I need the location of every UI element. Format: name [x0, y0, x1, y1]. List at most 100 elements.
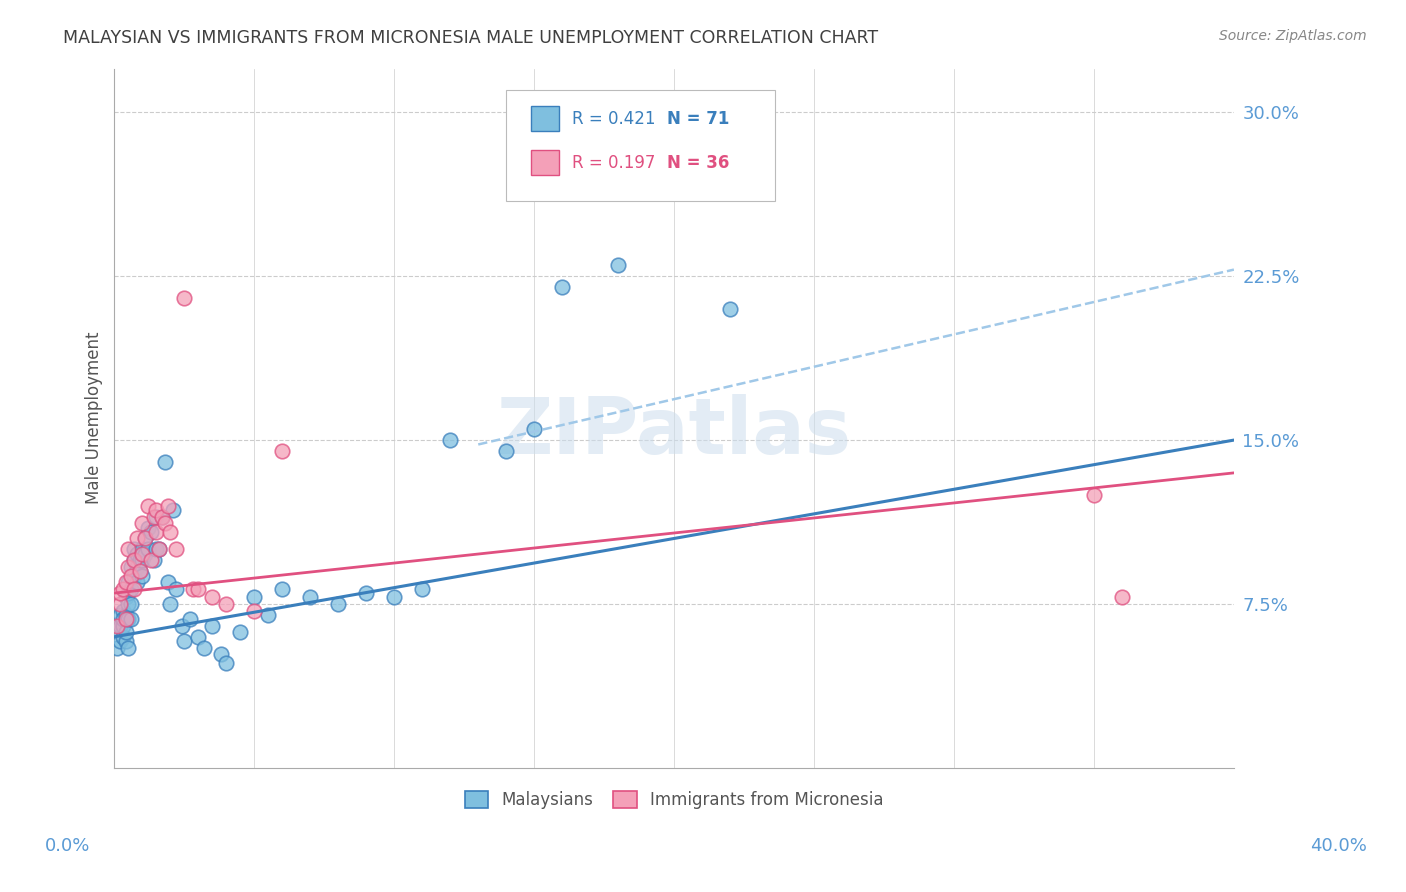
Text: N = 36: N = 36	[668, 153, 730, 171]
Text: ZIPatlas: ZIPatlas	[496, 394, 852, 470]
Point	[148, 542, 170, 557]
Point	[142, 553, 165, 567]
Point	[111, 619, 134, 633]
Point	[122, 553, 145, 567]
Point	[551, 280, 574, 294]
Point	[131, 542, 153, 557]
Point	[111, 612, 134, 626]
Point	[108, 607, 131, 622]
Point	[439, 433, 461, 447]
Point	[131, 547, 153, 561]
Point	[145, 524, 167, 539]
Point	[243, 591, 266, 605]
Point	[131, 516, 153, 530]
Point	[134, 532, 156, 546]
Point	[117, 597, 139, 611]
Point	[120, 559, 142, 574]
Point	[271, 444, 294, 458]
Point	[215, 656, 238, 670]
Point	[111, 604, 134, 618]
Text: Source: ZipAtlas.com: Source: ZipAtlas.com	[1219, 29, 1367, 43]
Point	[114, 625, 136, 640]
Point	[382, 591, 405, 605]
Legend: Malaysians, Immigrants from Micronesia: Malaysians, Immigrants from Micronesia	[458, 784, 890, 815]
Point	[105, 619, 128, 633]
Point	[150, 509, 173, 524]
Point	[148, 542, 170, 557]
Point	[136, 542, 159, 557]
Point	[356, 586, 378, 600]
Point	[718, 301, 741, 316]
Point	[114, 575, 136, 590]
Point	[125, 575, 148, 590]
Point	[125, 532, 148, 546]
Text: 40.0%: 40.0%	[1310, 837, 1367, 855]
Point	[120, 612, 142, 626]
Point	[162, 503, 184, 517]
Point	[257, 607, 280, 622]
FancyBboxPatch shape	[531, 106, 558, 131]
Point	[114, 591, 136, 605]
Point	[108, 597, 131, 611]
Point	[142, 509, 165, 524]
Point	[159, 597, 181, 611]
Point	[128, 564, 150, 578]
Point	[156, 575, 179, 590]
Point	[120, 582, 142, 596]
Point	[607, 258, 630, 272]
Point	[134, 547, 156, 561]
Point	[243, 604, 266, 618]
Point	[187, 582, 209, 596]
Point	[215, 597, 238, 611]
Point	[173, 291, 195, 305]
Point	[134, 532, 156, 546]
Point	[150, 509, 173, 524]
Point	[153, 455, 176, 469]
Point	[108, 619, 131, 633]
Point	[139, 553, 162, 567]
Y-axis label: Male Unemployment: Male Unemployment	[86, 332, 103, 505]
Point	[117, 612, 139, 626]
Point	[156, 499, 179, 513]
FancyBboxPatch shape	[506, 89, 775, 202]
Point	[170, 619, 193, 633]
Point	[139, 524, 162, 539]
Point	[328, 597, 350, 611]
Point	[111, 630, 134, 644]
Point	[120, 568, 142, 582]
Text: R = 0.197: R = 0.197	[572, 153, 655, 171]
Point	[131, 568, 153, 582]
Point	[271, 582, 294, 596]
Point	[209, 648, 232, 662]
Point	[299, 591, 322, 605]
Point	[201, 591, 224, 605]
Point	[145, 503, 167, 517]
Point	[229, 625, 252, 640]
Point	[1111, 591, 1133, 605]
Point	[201, 619, 224, 633]
Text: N = 71: N = 71	[668, 110, 730, 128]
Point	[117, 542, 139, 557]
Point	[122, 542, 145, 557]
Point	[114, 634, 136, 648]
Point	[193, 640, 215, 655]
Point	[105, 624, 128, 638]
Point	[122, 582, 145, 596]
Point	[165, 582, 187, 596]
Point	[1083, 488, 1105, 502]
Point	[111, 582, 134, 596]
Point	[145, 542, 167, 557]
Point	[145, 509, 167, 524]
Text: R = 0.421: R = 0.421	[572, 110, 655, 128]
Point	[181, 582, 204, 596]
Point	[523, 422, 546, 436]
Point	[117, 559, 139, 574]
Text: 0.0%: 0.0%	[45, 837, 90, 855]
Point	[173, 634, 195, 648]
Point	[153, 516, 176, 530]
Point	[136, 520, 159, 534]
Point	[179, 612, 201, 626]
Point	[114, 612, 136, 626]
Point	[131, 553, 153, 567]
Point	[136, 499, 159, 513]
